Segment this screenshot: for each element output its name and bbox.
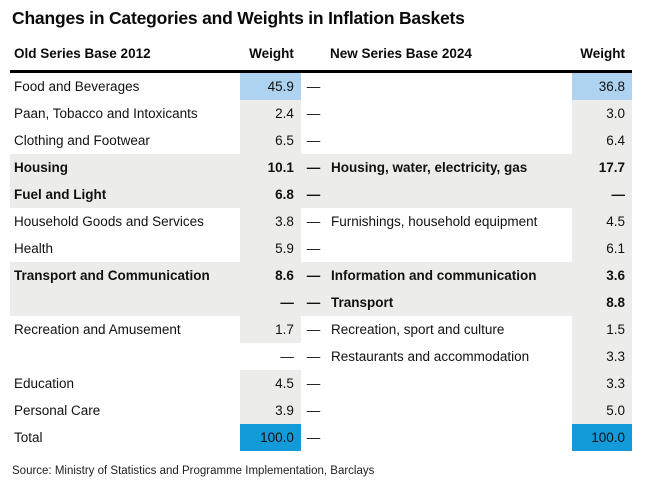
old-category-cell: Education (14, 376, 75, 391)
old-category-cell: Fuel and Light (10, 181, 240, 208)
connector-dash-cell: — (306, 376, 321, 391)
old-weight-cell: 45.9 (239, 71, 301, 100)
col-header-new-weight: Weight (580, 46, 625, 61)
page-title: Changes in Categories and Weights in Inf… (12, 8, 465, 28)
old-weight-cell: 3.9 (239, 397, 301, 424)
table-row: Food and Beverages 45.9 — 36.8 (10, 71, 632, 101)
old-category-cell (10, 289, 240, 316)
connector-dash-cell: — (300, 154, 326, 181)
connector-dash-cell: — (306, 241, 321, 256)
new-weight-cell: 1.5 (571, 316, 632, 343)
table-row: Education 4.5 — 3.3 (10, 370, 632, 397)
source-note: Source: Ministry of Statistics and Progr… (12, 465, 375, 477)
new-weight-cell: — (571, 181, 632, 208)
old-category-cell: Personal Care (14, 403, 101, 418)
old-category-cell: Household Goods and Services (14, 214, 204, 229)
old-weight-cell: 6.8 (239, 181, 301, 208)
new-category-cell (326, 235, 572, 262)
new-category-cell: Restaurants and accommodation (331, 349, 530, 364)
new-category-cell (326, 100, 572, 127)
new-weight-cell: 3.3 (571, 343, 632, 370)
new-weight-cell: 17.7 (571, 154, 632, 181)
old-weight-cell: 8.6 (239, 262, 301, 289)
old-weight-cell: 10.1 (239, 154, 301, 181)
connector-dash-cell: — (306, 214, 321, 229)
col-header-old-series: Old Series Base 2012 (14, 46, 151, 61)
old-weight-cell: 2.4 (239, 100, 301, 127)
old-category-cell: Food and Beverages (14, 79, 140, 94)
connector-dash-cell: — (306, 133, 321, 148)
table-row: Health 5.9 — 6.1 (10, 235, 632, 262)
new-category-cell: Furnishings, household equipment (331, 214, 538, 229)
new-weight-cell: 8.8 (571, 289, 632, 316)
col-header-old-weight: Weight (249, 46, 294, 61)
new-weight-cell: 6.4 (571, 127, 632, 154)
old-category-cell: Recreation and Amusement (14, 322, 181, 337)
connector-dash-cell: — (306, 349, 321, 364)
connector-dash-cell: — (300, 181, 326, 208)
table-row: — — Transport 8.8 (10, 289, 632, 316)
old-weight-cell: 6.5 (239, 127, 301, 154)
old-weight-cell: 1.7 (239, 316, 301, 343)
old-weight-cell: 3.8 (239, 208, 301, 235)
table-row: — — Restaurants and accommodation 3.3 (10, 343, 632, 370)
old-category-cell: Health (14, 241, 54, 256)
table-row: Total 100.0 — 100.0 (10, 424, 632, 451)
table-row: Housing 10.1— Housing, water, electricity,… (10, 154, 632, 181)
old-weight-cell: — (239, 343, 301, 370)
connector-dash-cell: — (306, 322, 321, 337)
col-header-spacer (301, 42, 326, 72)
table-row: Household Goods and Services 3.8 — Furnishi… (10, 208, 632, 235)
table-row: Recreation and Amusement 1.7 — Recreation, … (10, 316, 632, 343)
new-weight-cell: 100.0 (571, 424, 632, 451)
table-row: Personal Care 3.9 — 5.0 (10, 397, 632, 424)
new-category-cell: Housing, water, electricity, gas (326, 154, 572, 181)
connector-dash-cell: — (306, 430, 321, 445)
old-category-cell: Clothing and Footwear (14, 133, 150, 148)
table-row: Clothing and Footwear 6.5 — 6.4 (10, 127, 632, 154)
old-category-cell: Paan, Tobacco and Intoxicants (14, 106, 198, 121)
table-row: Transport and Communication 8.6— Informati… (10, 262, 632, 289)
old-category-cell: Housing (10, 154, 240, 181)
table-body: Food and Beverages 45.9—36.8 Paan, Tobacco… (10, 71, 632, 451)
new-weight-cell: 4.5 (571, 208, 632, 235)
new-weight-cell: 36.8 (571, 71, 632, 100)
old-weight-cell: 100.0 (239, 424, 301, 451)
connector-dash-cell: — (300, 262, 326, 289)
new-weight-cell: 3.6 (571, 262, 632, 289)
new-category-cell (326, 181, 572, 208)
old-category-cell (10, 343, 240, 370)
new-category-cell: Information and communication (326, 262, 572, 289)
old-weight-cell: 5.9 (239, 235, 301, 262)
new-category-cell (326, 424, 572, 451)
table-header-row: Old Series Base 2012 Weight New Series B… (10, 42, 632, 72)
new-category-cell (326, 72, 572, 101)
connector-dash-cell: — (300, 289, 326, 316)
new-weight-cell: 6.1 (571, 235, 632, 262)
connector-dash-cell: — (306, 79, 321, 94)
table-row: Paan, Tobacco and Intoxicants 2.4 — 3.0 (10, 100, 632, 127)
old-category-cell: Total (14, 430, 43, 445)
new-category-cell: Transport (326, 289, 572, 316)
new-weight-cell: 5.0 (571, 397, 632, 424)
new-weight-cell: 3.3 (571, 370, 632, 397)
new-category-cell (326, 127, 572, 154)
col-header-new-series: New Series Base 2024 (330, 46, 472, 61)
connector-dash-cell: — (306, 403, 321, 418)
connector-dash-cell: — (306, 106, 321, 121)
weights-comparison-table: Old Series Base 2012 Weight New Series B… (10, 42, 632, 451)
new-weight-cell: 3.0 (571, 100, 632, 127)
new-category-cell: Recreation, sport and culture (331, 322, 505, 337)
old-weight-cell: — (239, 289, 301, 316)
table-row: Fuel and Light 6.8— — (10, 181, 632, 208)
new-category-cell (326, 370, 572, 397)
new-category-cell (326, 397, 572, 424)
old-category-cell: Transport and Communication (10, 262, 240, 289)
old-weight-cell: 4.5 (239, 370, 301, 397)
